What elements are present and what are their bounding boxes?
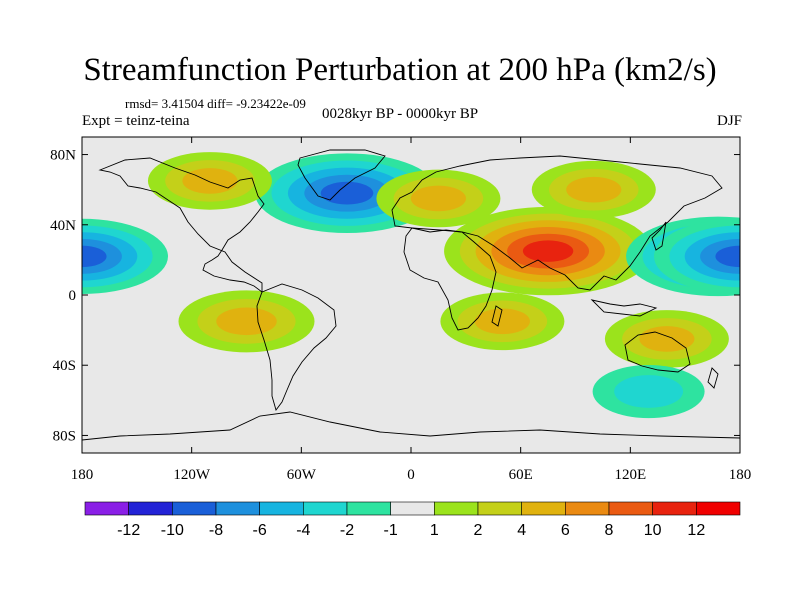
- colorbar: -12 -10 -8 -6 -4 -2 -1 1 2 4 6 8 10 12: [84, 501, 741, 539]
- colorbar-box-7: [390, 501, 435, 516]
- chart-title: Streamfunction Perturbation at 200 hPa (…: [83, 52, 717, 88]
- colorbar-label-8: 2: [474, 522, 483, 539]
- x-tick-label-0: 180: [71, 467, 94, 483]
- colorbar-box-10: [521, 501, 566, 516]
- y-tick-label-3: 40S: [53, 358, 76, 374]
- colorbar-box-14: [696, 501, 741, 516]
- coast-africa: [403, 227, 497, 331]
- colorbar-box-0: [84, 501, 129, 516]
- colorbar-box-1: [128, 501, 173, 516]
- coast-south-america: [256, 283, 337, 411]
- colorbar-box-11: [565, 501, 610, 516]
- colorbar-box-6: [346, 501, 391, 516]
- contour-1-4: [320, 181, 374, 205]
- x-tick-label-4: 60E: [509, 467, 533, 483]
- coast-indonesia: [590, 299, 658, 317]
- colorbar-label-9: 4: [517, 522, 526, 539]
- colorbar-box-13: [652, 501, 697, 516]
- colorbar-label-5: -2: [340, 522, 354, 539]
- colorbar-label-0: -12: [117, 522, 140, 539]
- contour-4-2: [182, 168, 238, 194]
- coast-north-america: [98, 157, 265, 293]
- colorbar-label-4: -4: [296, 522, 310, 539]
- y-tick-label-4: 80S: [53, 428, 76, 444]
- contour-7-2: [216, 307, 277, 336]
- coastlines: [82, 149, 740, 441]
- colorbar-box-5: [303, 501, 348, 516]
- x-tick-label-2: 60W: [287, 467, 317, 483]
- y-axis-ticks: 80N 40N 0 40S 80S: [50, 148, 740, 444]
- colorbar-label-7: 1: [430, 522, 439, 539]
- x-tick-label-5: 120E: [614, 467, 646, 483]
- y-tick-label-0: 80N: [50, 148, 76, 164]
- colorbar-label-2: -8: [209, 522, 223, 539]
- experiment-label: Expt = teinz-teina: [82, 113, 190, 129]
- colorbar-box-9: [477, 501, 522, 516]
- x-axis-ticks: 180 120W 60W 0 60E 120E 180: [71, 137, 752, 483]
- x-tick-label-3: 0: [407, 467, 415, 483]
- coast-eurasia: [391, 155, 723, 291]
- map-area: [82, 137, 740, 453]
- colorbar-label-6: -1: [384, 522, 398, 539]
- coast-new-zealand: [707, 367, 719, 389]
- colorbar-label-11: 8: [605, 522, 614, 539]
- contour-5-2: [566, 176, 622, 203]
- contour-8-2: [474, 308, 530, 335]
- colorbar-box-3: [215, 501, 260, 516]
- colorbar-label-12: 10: [644, 522, 662, 539]
- contour-6-2: [410, 185, 466, 212]
- colorbar-box-4: [259, 501, 304, 516]
- x-tick-label-1: 120W: [173, 467, 211, 483]
- period-label: 0028kyr BP - 0000kyr BP: [321, 106, 479, 122]
- season-label: DJF: [716, 113, 742, 129]
- colorbar-label-13: 12: [687, 522, 705, 539]
- coast-greenland: [297, 149, 386, 201]
- y-tick-label-2: 0: [69, 288, 77, 304]
- colorbar-label-1: -10: [161, 522, 184, 539]
- coast-japan: [651, 221, 667, 251]
- coast-antarctica: [82, 411, 740, 441]
- colorbar-box-2: [172, 501, 217, 516]
- colorbar-box-12: [608, 501, 653, 516]
- contour-0-5: [522, 240, 574, 262]
- contour-wrap-3-4: [715, 245, 740, 268]
- coast-madagascar: [491, 305, 503, 327]
- y-tick-label-1: 40N: [50, 218, 76, 234]
- contour-10-1: [614, 375, 684, 408]
- colorbar-label-10: 6: [561, 522, 570, 539]
- coast-australia: [624, 331, 691, 373]
- x-tick-label-6: 180: [729, 467, 752, 483]
- contour-3-4: [82, 245, 107, 268]
- colorbar-box-8: [434, 501, 479, 516]
- stats-line: rmsd= 3.41504 diff= -9.23422e-09: [125, 96, 306, 111]
- colorbar-label-3: -6: [253, 522, 267, 539]
